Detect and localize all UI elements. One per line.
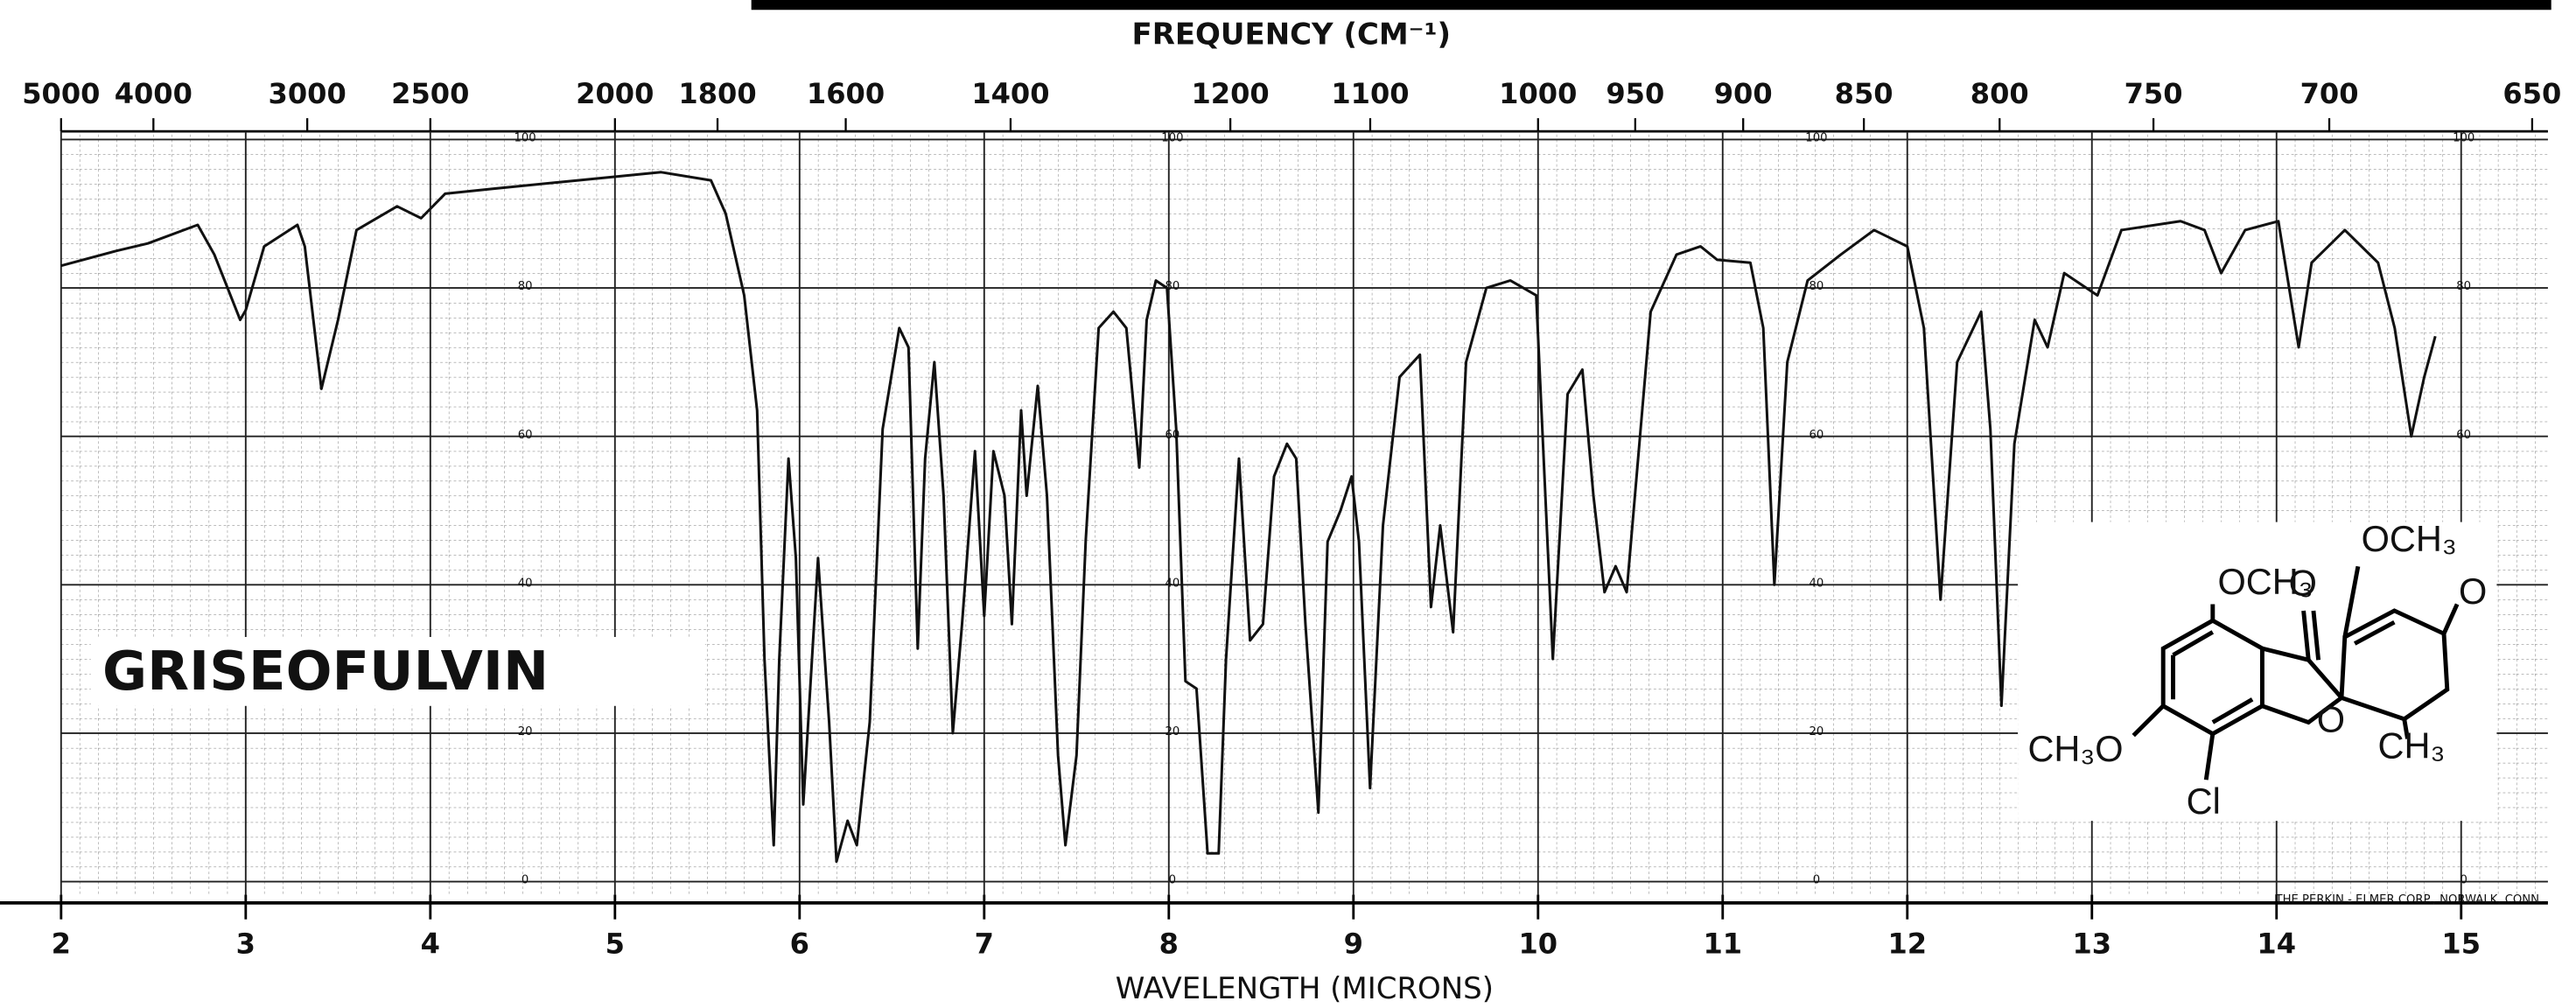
structure-label: OCH₃ [2362,519,2457,559]
x-tick-label: 2 [52,928,71,961]
ring-double-bonds [2171,630,2254,724]
x2-tick-label: 1200 [1192,77,1270,110]
y-tick-label: 100 [2453,132,2474,145]
x-tick-label: 8 [1159,928,1179,961]
x2-tick-label: 3000 [269,77,346,110]
y-tick-label: 40 [518,577,533,590]
y-tick-label: 20 [1165,725,1180,738]
ketone [2441,603,2460,635]
y-tick-label: 80 [2456,280,2471,293]
x2-tick-label: 850 [1835,77,1894,110]
y-tick-label: 0 [2460,874,2467,887]
structure-label: O [2459,571,2487,612]
structure-label: O [2289,564,2317,604]
substituent-bonds [2132,565,2410,780]
spectrum-line [60,171,2437,864]
x2-axis-title: FREQUENCY (CM⁻¹) [1132,18,1451,52]
y-tick-label: 40 [1165,577,1180,590]
x2-tick-label: 5000 [22,77,100,110]
x2-tick-label: 650 [2502,77,2561,110]
chart-title: GRISEOFULVIN [102,639,549,703]
x-axis-title: WAVELENGTH (MICRONS) [1116,971,1494,1005]
x2-tick-label: 900 [1714,77,1773,110]
y-tick-label: 60 [2456,429,2471,442]
alkene [2353,620,2396,646]
x-tick-label: 9 [1344,928,1363,961]
carbonyl [2301,610,2321,661]
x2-tick-label: 750 [2124,77,2183,110]
x2-tick-label: 950 [1606,77,1664,110]
structure: OCH₃ O OCH₃ O CH₃O Cl O CH₃ [2027,519,2487,822]
x-tick-label: 6 [790,928,809,961]
x2-tick-label: 1400 [971,77,1049,110]
structure-label: CH₃ [2378,726,2446,766]
top-bar [751,0,2552,10]
trace [60,171,2437,864]
note: THE PERKIN - ELMER CORP., NORWALK, CONN. [2275,893,2544,906]
x2-tick-label: 1800 [678,77,756,110]
y-tick-label: 100 [1805,132,1827,145]
x-tick-label: 13 [2072,928,2111,961]
y-tick-label: 60 [518,429,533,442]
y-tick-label: 0 [522,874,528,887]
y-tick-label: 80 [1809,280,1824,293]
x-tick-label: 7 [975,928,994,961]
x-tick-label: 5 [606,928,625,961]
x-tick-label: 11 [1703,928,1742,961]
x-tick-label: 14 [2257,928,2296,961]
structure-label: OCH₃ [2217,562,2313,602]
structure-box [2018,522,2497,822]
title-box [90,636,705,706]
x-tick-label: 15 [2441,928,2481,961]
y-tick-label: 40 [1809,577,1824,590]
x2-tick-label: 1600 [807,77,885,110]
structure-label: CH₃O [2027,729,2123,769]
x2-tick-label: 2000 [576,77,654,110]
x-tick-label: 4 [421,928,440,961]
y-tick-label: 80 [1165,280,1180,293]
x2-tick-label: 800 [1970,77,2029,110]
structure-label: Cl [2187,781,2221,822]
structure-label: O [2317,700,2345,740]
x2-tick-label: 1100 [1331,77,1409,110]
x-tick-label: 10 [1518,928,1558,961]
y-tick-label: 80 [518,280,533,293]
x2-tick-label: 4000 [115,77,192,110]
x2-tick-label: 700 [2300,77,2359,110]
y-tick-label: 100 [514,132,536,145]
y-tick-label: 20 [518,725,533,738]
y-tick-label: 20 [1809,725,1824,738]
x-tick-label: 3 [236,928,256,961]
y-tick-label: 100 [1161,132,1183,145]
x2-tick-label: 2500 [391,77,469,110]
y-tick-label: 0 [1169,874,1176,887]
y-tick-label: 0 [1813,874,1820,887]
x-tick-label: 12 [1887,928,1927,961]
y-tick-label: 60 [1809,429,1824,442]
x2-tick-label: 1000 [1499,77,1577,110]
